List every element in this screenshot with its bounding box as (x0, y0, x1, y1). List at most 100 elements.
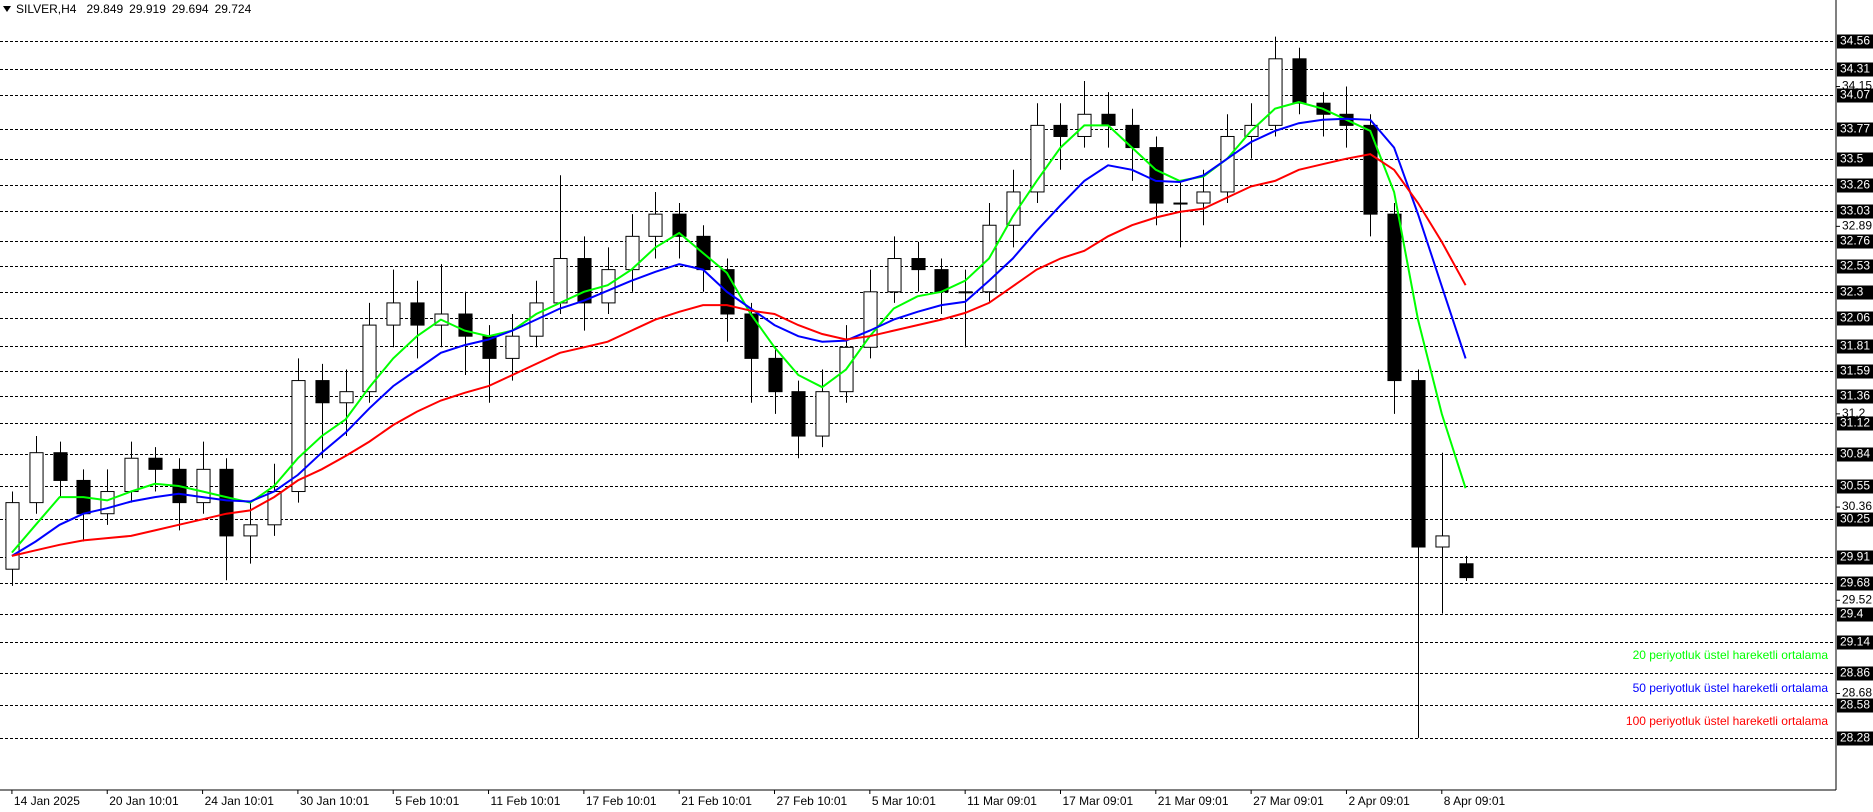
candle-body (243, 524, 258, 537)
level-label-box (1837, 416, 1873, 431)
candle-body (124, 457, 139, 493)
level-label-box (1837, 234, 1873, 249)
candle-body (768, 357, 783, 393)
x-tick-label: 2 Apr 09:01 (1348, 794, 1410, 808)
candle-body (1220, 135, 1235, 193)
legend-entry: 20 periyotluk üstel hareketli ortalama (1633, 648, 1829, 662)
candle-body (958, 291, 973, 294)
level-label: 34.07 (1840, 88, 1870, 102)
x-tick-label: 17 Feb 10:01 (586, 794, 657, 808)
level-label: 31.12 (1840, 416, 1870, 430)
level-label-box (1837, 204, 1873, 219)
candle-body (29, 452, 44, 504)
candle-body (1030, 124, 1045, 193)
x-tick-label: 14 Jan 2025 (14, 794, 80, 808)
x-tick-label: 8 Apr 09:01 (1444, 794, 1506, 808)
ema-line (11, 153, 1467, 557)
level-label: 31.59 (1840, 364, 1870, 378)
x-tick-label: 21 Mar 09:01 (1158, 794, 1229, 808)
level-label-box (1837, 339, 1873, 354)
candle-body (1173, 202, 1188, 205)
candle-body (863, 291, 878, 348)
candle-body (505, 335, 520, 359)
level-label: 29.14 (1840, 635, 1870, 649)
level-label: 32.06 (1840, 311, 1870, 325)
y-tick-label: 32.89 (1842, 219, 1872, 233)
header-ohlc: 29.849 (86, 2, 123, 16)
x-tick-label: 30 Jan 10:01 (300, 794, 370, 808)
level-label: 33.03 (1840, 204, 1870, 218)
candle-body (791, 391, 806, 437)
level-label-box (1837, 607, 1873, 622)
level-label-box (1837, 88, 1873, 103)
level-label-box (1837, 447, 1873, 462)
level-label-box (1837, 550, 1873, 565)
x-tick-label: 5 Mar 10:01 (872, 794, 936, 808)
candle-body (148, 457, 163, 470)
level-label-box (1837, 635, 1873, 650)
candle-body (291, 380, 306, 493)
candle-body (386, 302, 401, 326)
candle-body (1268, 58, 1283, 126)
header-ohlc: 29.919 (129, 2, 166, 16)
level-label-box (1837, 731, 1873, 746)
level-label: 34.56 (1840, 34, 1870, 48)
level-label: 28.58 (1840, 698, 1870, 712)
candle-body (1006, 191, 1021, 226)
candle-body (53, 452, 68, 481)
candle-body (339, 391, 354, 404)
candle-body (887, 258, 902, 293)
level-label: 33.26 (1840, 178, 1870, 192)
candle-body (1101, 113, 1116, 126)
candle-body (672, 213, 687, 237)
level-label-box (1837, 152, 1873, 167)
candle-body (1435, 535, 1450, 548)
x-tick-label: 27 Mar 09:01 (1253, 794, 1324, 808)
candle-body (1196, 191, 1211, 204)
header-ohlc: 29.724 (215, 2, 252, 16)
x-tick-label: 5 Feb 10:01 (395, 794, 459, 808)
ema-line (11, 117, 1467, 557)
candle-body (648, 213, 663, 237)
legend-entry: 100 periyotluk üstel hareketli ortalama (1626, 714, 1828, 728)
candle-body (5, 502, 20, 570)
candle-body (1053, 124, 1068, 137)
level-label: 32.53 (1840, 259, 1870, 273)
level-label: 33.77 (1840, 122, 1870, 136)
header-ohlc: 29.694 (172, 2, 209, 16)
level-label-box (1837, 178, 1873, 193)
x-tick-label: 27 Feb 10:01 (777, 794, 848, 808)
level-label-box (1837, 364, 1873, 379)
level-label-box (1837, 576, 1873, 591)
level-label: 29.4 (1840, 607, 1864, 621)
level-label: 29.91 (1840, 550, 1870, 564)
level-label: 31.81 (1840, 339, 1870, 353)
level-label-box (1837, 62, 1873, 77)
candle-body (362, 324, 377, 393)
level-label: 30.84 (1840, 447, 1870, 461)
candle-body (1292, 58, 1307, 104)
level-label: 33.5 (1840, 152, 1864, 166)
candle-body (815, 391, 830, 437)
x-tick-label: 20 Jan 10:01 (109, 794, 179, 808)
y-tick-label: 29.52 (1842, 592, 1872, 606)
menu-arrow[interactable] (3, 6, 11, 12)
candle-body (1149, 147, 1164, 204)
candle-body (1459, 563, 1474, 579)
level-label: 31.36 (1840, 389, 1870, 403)
level-label: 29.68 (1840, 576, 1870, 590)
candle-body (410, 302, 425, 326)
level-label-box (1837, 311, 1873, 326)
x-tick-label: 24 Jan 10:01 (205, 794, 275, 808)
candle-body (315, 380, 330, 404)
y-tick-label: 30.36 (1842, 499, 1872, 513)
level-label-box (1837, 34, 1873, 49)
level-label: 32.76 (1840, 234, 1870, 248)
candle-body (196, 468, 211, 504)
level-label-box (1837, 666, 1873, 681)
level-label-box (1837, 698, 1873, 713)
candle-body (1411, 380, 1426, 548)
x-tick-label: 11 Mar 09:01 (967, 794, 1037, 808)
x-tick-label: 17 Mar 09:01 (1062, 794, 1133, 808)
